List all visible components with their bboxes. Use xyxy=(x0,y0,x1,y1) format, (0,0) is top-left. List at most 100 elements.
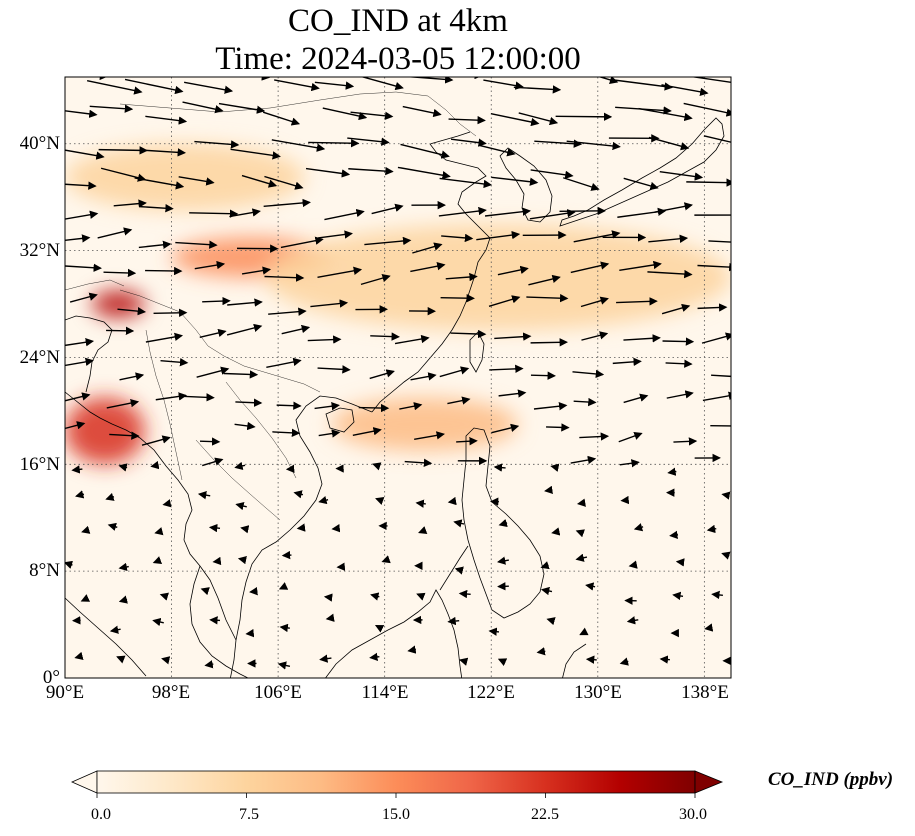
wind-vector xyxy=(400,143,450,159)
wind-vector xyxy=(89,104,134,113)
wind-vector xyxy=(672,591,684,601)
wind-vector xyxy=(478,144,516,157)
wind-vector xyxy=(416,592,426,601)
wind-vector xyxy=(418,526,428,534)
wind-vector xyxy=(441,233,474,243)
wind-vector xyxy=(623,334,661,343)
wind-vector xyxy=(675,558,685,567)
wind-vector xyxy=(580,296,609,308)
wind-vector xyxy=(194,260,226,270)
wind-vector xyxy=(633,523,644,532)
wind-vector xyxy=(570,261,610,274)
wind-vector xyxy=(97,227,133,239)
wind-vector xyxy=(692,77,731,84)
wind-vector xyxy=(317,365,351,374)
wind-vector xyxy=(293,490,304,499)
coastline-sulawesi xyxy=(562,643,587,678)
country-borders xyxy=(65,91,477,521)
wind-vector xyxy=(476,230,521,241)
wind-vector xyxy=(534,139,583,148)
wind-vector xyxy=(69,292,98,303)
wind-vector xyxy=(474,77,484,80)
wind-vector xyxy=(65,392,91,402)
colorbar-tick-label: 30.0 xyxy=(679,806,707,823)
wind-vector xyxy=(106,398,140,409)
wind-vector xyxy=(358,403,390,413)
wind-vector xyxy=(272,428,301,438)
wind-vector xyxy=(394,334,430,345)
wind-vector xyxy=(404,458,433,468)
wind-vector xyxy=(223,370,259,379)
wind-vector xyxy=(619,459,640,468)
wind-vector xyxy=(150,460,160,470)
wind-vector xyxy=(447,496,457,506)
wind-vector xyxy=(638,107,693,122)
wind-vector xyxy=(86,79,143,95)
wind-vector xyxy=(374,625,385,633)
wind-vector xyxy=(80,594,91,602)
wind-vector xyxy=(628,560,638,569)
wind-vector xyxy=(550,463,560,472)
wind-vector xyxy=(235,398,263,407)
wind-vector xyxy=(364,236,412,246)
wind-vector xyxy=(152,617,164,627)
wind-vector xyxy=(178,176,215,186)
wind-vector xyxy=(662,337,695,346)
wind-vector xyxy=(375,497,385,505)
wind-vector xyxy=(616,297,658,306)
wind-vector xyxy=(241,266,272,275)
wind-vector xyxy=(454,566,464,575)
border-china-north xyxy=(119,91,477,137)
wind-vector xyxy=(575,553,588,562)
wind-vector xyxy=(347,137,390,146)
wind-vector xyxy=(241,174,278,188)
wind-vector xyxy=(575,529,585,538)
wind-vector xyxy=(100,167,147,182)
wind-vector xyxy=(661,303,691,315)
wind-vector xyxy=(65,263,102,272)
wind-vector xyxy=(661,84,709,97)
border-myanmar xyxy=(145,329,183,481)
wind-vector xyxy=(175,240,218,249)
wind-vector xyxy=(99,77,109,81)
wind-vector xyxy=(619,260,662,271)
wind-vector xyxy=(348,166,394,176)
wind-vector xyxy=(445,272,478,282)
wind-vector xyxy=(318,496,329,505)
wind-vector xyxy=(141,148,187,157)
wind-vector xyxy=(530,371,556,380)
wind-vector xyxy=(240,525,250,534)
wind-vector xyxy=(141,435,171,446)
wind-vector xyxy=(711,374,731,378)
wind-vector xyxy=(440,293,475,303)
coastline-borneo xyxy=(325,589,463,678)
wind-vector xyxy=(279,623,290,633)
wind-vector xyxy=(448,115,486,125)
wind-vector xyxy=(281,550,292,560)
wind-vector xyxy=(544,485,554,495)
colorbar-tick-label: 0.0 xyxy=(91,806,111,823)
y-tick-label: 8°N xyxy=(29,560,60,581)
wind-vector xyxy=(459,657,469,666)
wind-vector xyxy=(673,437,698,446)
wind-vector xyxy=(555,112,613,122)
coastline-hainan xyxy=(325,407,355,433)
wind-vector xyxy=(490,112,540,127)
wind-vector xyxy=(277,661,291,670)
wind-vector xyxy=(179,393,215,402)
wind-vector xyxy=(65,149,105,160)
wind-vector xyxy=(153,308,188,317)
wind-vector xyxy=(438,206,487,217)
wind-vector xyxy=(526,293,569,303)
wind-vector xyxy=(229,208,261,218)
border-laos-vietnam xyxy=(225,381,297,479)
wind-vector xyxy=(208,523,221,533)
wind-vector xyxy=(200,587,210,596)
wind-vector xyxy=(360,274,391,286)
border-thailand-cambodia xyxy=(195,439,281,521)
wind-vector xyxy=(369,652,380,662)
wind-vector xyxy=(281,324,311,335)
wind-vector xyxy=(278,582,289,590)
wind-vector xyxy=(218,102,266,114)
